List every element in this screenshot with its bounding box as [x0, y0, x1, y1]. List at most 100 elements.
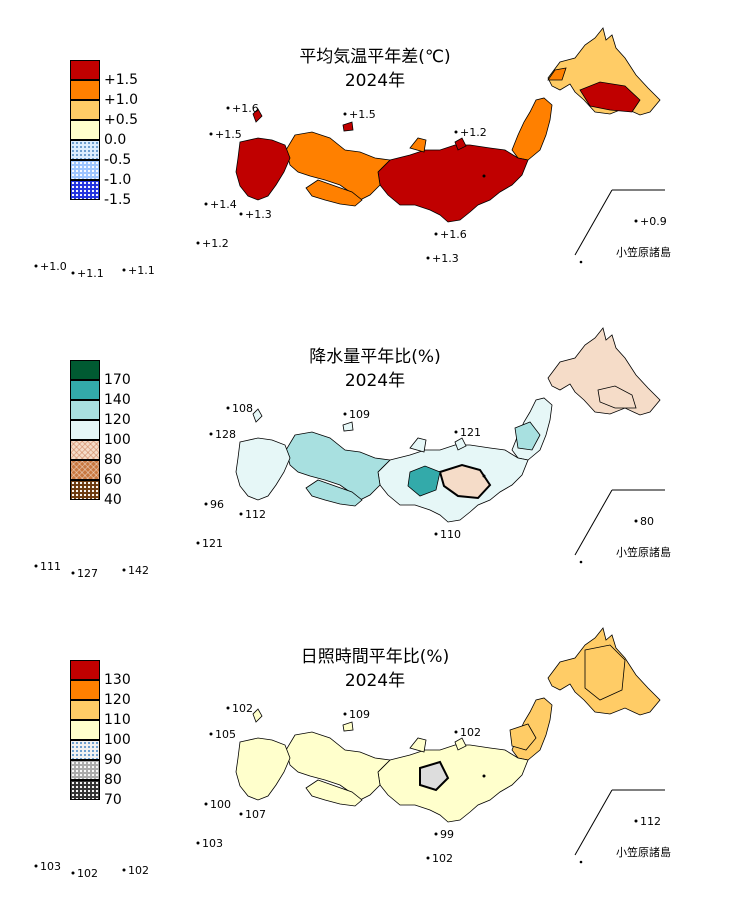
ogasawara-dot	[579, 260, 583, 264]
legend-swatch	[70, 700, 100, 720]
legend-swatch	[70, 780, 100, 800]
island-okinawa-label: +1.1	[128, 264, 155, 277]
region-kyushu	[235, 737, 291, 801]
legend-label: 110	[104, 712, 131, 728]
island-okinawa-label: 142	[128, 564, 149, 577]
island-noto-dot	[454, 430, 458, 434]
legend-swatch	[70, 760, 100, 780]
region-tsushima	[252, 408, 263, 423]
region-hokkaido	[547, 327, 661, 416]
island-amami-label: 121	[202, 537, 223, 550]
station-dot	[482, 774, 486, 778]
region-oki	[342, 421, 354, 432]
island-yaeyama-dot	[34, 264, 38, 268]
legend-label: 120	[104, 412, 131, 428]
island-torishima-dot	[426, 256, 430, 260]
island-hachijo-label: +1.6	[440, 228, 467, 241]
station-dot	[482, 474, 486, 478]
island-miyako-label: 102	[77, 867, 98, 880]
island-amami-label: 103	[202, 837, 223, 850]
region-honshuW	[285, 131, 391, 201]
legend-swatch	[70, 460, 100, 480]
island-yaku-label: +1.4	[210, 198, 237, 211]
island-tanega-dot	[239, 512, 243, 516]
legend-label: 40	[104, 492, 122, 508]
legend-label: 60	[104, 472, 122, 488]
legend-swatch	[70, 60, 100, 80]
temperature-year: 2024年	[344, 71, 406, 91]
sunshine-title: 日照時間平年比(%)	[300, 647, 450, 667]
island-torishima-dot	[426, 856, 430, 860]
island-ogasawara-label: 80	[640, 515, 654, 528]
island-tanega-label: +1.3	[245, 208, 272, 221]
region-overlay	[579, 81, 641, 113]
island-okinawa-dot	[122, 568, 126, 572]
legend-swatch	[70, 120, 100, 140]
region-kyushu	[235, 437, 291, 501]
region-honshuW	[285, 431, 391, 501]
island-okinawa-dot	[122, 268, 126, 272]
region-oki	[342, 721, 354, 732]
island-ogasawara-dot	[634, 519, 638, 523]
region-overlay	[547, 67, 567, 81]
island-sado-dot	[343, 412, 347, 416]
region-overlay	[509, 723, 537, 751]
legend-swatch	[70, 680, 100, 700]
precipitation-map: 108 109 128 121 110 96 112 121 142 127 111 100 80 小笠原…	[34, 327, 671, 580]
island-sado-dot	[343, 112, 347, 116]
island-hachijo-dot	[434, 832, 438, 836]
island-ogasawara-label: +0.9	[640, 215, 667, 228]
legend-label: +0.5	[104, 112, 138, 128]
station-dot	[482, 174, 486, 178]
region-noto	[409, 437, 427, 453]
temperature-map: +1.6 +1.5 +1.5 +1.2 +1.6 +1.3 +1.4 +1.3 +1.2 +1.1…	[34, 27, 671, 280]
region-kyushu	[235, 137, 291, 201]
legend-swatch	[70, 420, 100, 440]
legend-label: 100	[104, 432, 131, 448]
legend-swatch	[70, 440, 100, 460]
legend-swatch	[70, 80, 100, 100]
region-honshuC	[377, 744, 529, 823]
inset-border-side	[574, 189, 613, 256]
ogasawara-dot	[579, 860, 583, 864]
precipitation-year: 2024年	[344, 371, 406, 391]
legend-swatch	[70, 180, 100, 200]
legend-label: -1.5	[104, 192, 132, 208]
region-overlay	[438, 463, 492, 500]
precipitation-title: 降水量平年比(%)	[309, 347, 441, 367]
region-honshuN	[511, 97, 553, 161]
island-tanega-label: 107	[245, 808, 266, 821]
island-oki-label: 108	[232, 402, 253, 415]
legend-label: +1.5	[104, 72, 138, 88]
precipitation-panel: 降水量平年比(%) 2024年 170 140 120 100 80 60 40 108 10…	[0, 300, 750, 600]
island-ogasawara-dot	[634, 819, 638, 823]
legend-swatch	[70, 140, 100, 160]
island-yaeyama-label: 111	[40, 560, 61, 573]
legend-swatch	[70, 400, 100, 420]
region-shikoku	[305, 779, 363, 807]
island-noto-dot	[454, 130, 458, 134]
island-ogasawara-dot	[634, 219, 638, 223]
island-yaku-label: 100	[210, 798, 231, 811]
region-oki	[342, 121, 354, 132]
legend-label: 70	[104, 792, 122, 808]
island-miyako-dot	[71, 571, 75, 575]
legend-swatch	[70, 480, 100, 500]
island-noto-dot	[454, 730, 458, 734]
region-sado	[454, 737, 467, 751]
island-tsushima-label: 105	[215, 728, 236, 741]
inset-border-side	[574, 789, 613, 856]
sunshine-map: 1021091051029910210010710310210210310511…	[34, 627, 671, 880]
island-tsushima-label: 128	[215, 428, 236, 441]
region-honshuW	[285, 731, 391, 801]
island-tanega-dot	[239, 212, 243, 216]
island-noto-label: +1.2	[460, 126, 487, 139]
island-ogasawara-label: 112	[640, 815, 661, 828]
region-honshuC	[377, 144, 529, 223]
island-yaeyama-dot	[34, 564, 38, 568]
legend-label: 120	[104, 692, 131, 708]
region-shikoku	[305, 179, 363, 207]
island-oki-dot	[226, 706, 230, 710]
island-oki-dot	[226, 106, 230, 110]
island-miyako-dot	[71, 271, 75, 275]
